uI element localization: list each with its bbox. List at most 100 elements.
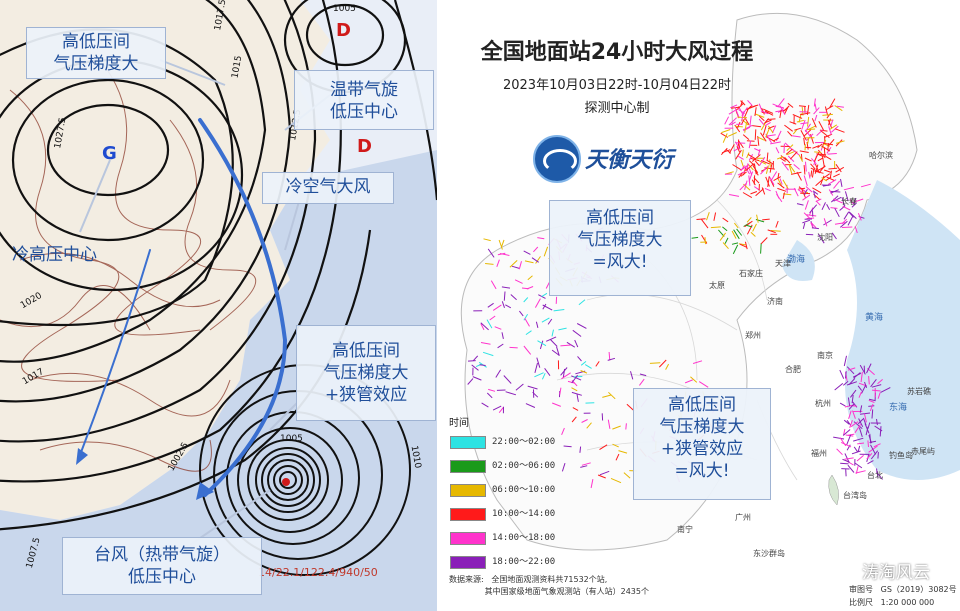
legend-swatch [450, 532, 486, 545]
wind-barb [559, 387, 562, 395]
wind-barb [739, 182, 747, 191]
wind-barb [733, 229, 740, 240]
wind-barb [576, 323, 587, 329]
wind-barb [722, 133, 728, 143]
wind-barb [876, 468, 879, 479]
wind-barb [497, 343, 504, 349]
wind-barb [764, 119, 772, 124]
wind-barb [734, 107, 740, 117]
wind-barb [483, 238, 491, 242]
wind-barb [623, 472, 631, 479]
wind-barb [599, 444, 608, 451]
legend-item: 10:00～14:00 [450, 508, 568, 521]
wind-barb [805, 186, 813, 193]
wind-barb [784, 124, 793, 132]
wind-barb [498, 406, 504, 414]
wind-barb [760, 237, 768, 245]
wind-barb [746, 104, 753, 111]
legend-swatch [450, 484, 486, 497]
wind-barb [802, 194, 811, 201]
wind-barb [847, 367, 856, 371]
wind-barb [770, 171, 778, 181]
wind-barb [523, 314, 529, 321]
wind-barb [537, 340, 547, 347]
wind-barb [523, 297, 529, 303]
wind-barb [509, 346, 518, 349]
wind-barb [536, 357, 541, 368]
wind-barb [561, 372, 571, 380]
wind-barb [846, 444, 851, 451]
legend-item: 14:00～18:00 [450, 532, 568, 545]
wind-barb [750, 231, 756, 237]
wind-barb [798, 187, 806, 190]
contour-label-1005a: 1005 [333, 4, 356, 14]
typhoon-info-label: 14/22.1/122.4/940/50 [258, 566, 378, 579]
wind-barb [839, 402, 846, 407]
wind-barb [810, 222, 817, 229]
wind-barb [780, 155, 787, 161]
wind-barb [877, 452, 879, 459]
wind-barb [534, 362, 538, 374]
wind-barb [813, 98, 816, 107]
wind-barb [842, 380, 849, 386]
wind-barb [738, 243, 746, 246]
wind-barb [826, 204, 831, 210]
wind-barb [525, 330, 532, 336]
wind-barb [839, 369, 845, 379]
wind-barb [848, 433, 855, 436]
wind-barb [545, 336, 557, 342]
wind-barb [767, 118, 776, 120]
wind-barb [850, 405, 857, 407]
wind-barb [776, 193, 783, 203]
wind-barb [787, 102, 794, 108]
wind-barb [777, 182, 785, 189]
wind-barb [844, 191, 849, 202]
wind-barb [873, 443, 881, 448]
wind-barb [846, 366, 855, 375]
wind-barb [764, 110, 774, 116]
wind-barb [799, 150, 809, 153]
wind-barb [590, 479, 594, 489]
wind-barb [804, 157, 812, 162]
wind-barb [730, 104, 738, 109]
wind-barb [827, 179, 837, 185]
wind-barb [649, 362, 661, 364]
wind-barb [746, 217, 752, 223]
wind-barb [578, 299, 586, 306]
wind-barb [813, 152, 820, 162]
legend-item: 02:00～06:00 [450, 460, 568, 473]
wind-barb [871, 384, 882, 388]
wind-barb [789, 164, 796, 173]
low-pressure-marker-a: D [336, 20, 351, 41]
wind-barb [740, 164, 750, 171]
wind-barb [844, 453, 850, 464]
wind-barb [768, 175, 775, 186]
wind-barb [490, 280, 497, 290]
wind-barb [814, 114, 818, 122]
city-label: 合肥 [785, 365, 801, 374]
wind-barb [553, 309, 565, 312]
wind-barb [836, 105, 844, 108]
wind-barb [581, 462, 591, 466]
wind-barb [796, 119, 805, 123]
wind-barb [618, 450, 628, 454]
wind-barb [518, 261, 522, 270]
city-label: 天津 [775, 259, 791, 268]
wind-barb [762, 218, 770, 221]
wind-barb [839, 220, 848, 228]
wind-barb [501, 286, 511, 289]
map-date-range: 2023年10月03日22时-10月04日22时 [502, 78, 732, 93]
wind-barb [815, 198, 822, 203]
wind-barb [819, 129, 828, 132]
wind-barb [767, 229, 776, 234]
legend-label: 18:00～22:00 [492, 557, 556, 567]
wind-barb [814, 170, 824, 174]
wind-barb [804, 200, 809, 210]
wind-barb [754, 129, 757, 140]
wind-barb [696, 218, 706, 220]
wind-barb [626, 403, 635, 412]
wind-barb [805, 133, 814, 142]
wind-barb [823, 219, 832, 226]
legend-label: 02:00～06:00 [492, 461, 556, 471]
wind-barb [757, 136, 766, 141]
